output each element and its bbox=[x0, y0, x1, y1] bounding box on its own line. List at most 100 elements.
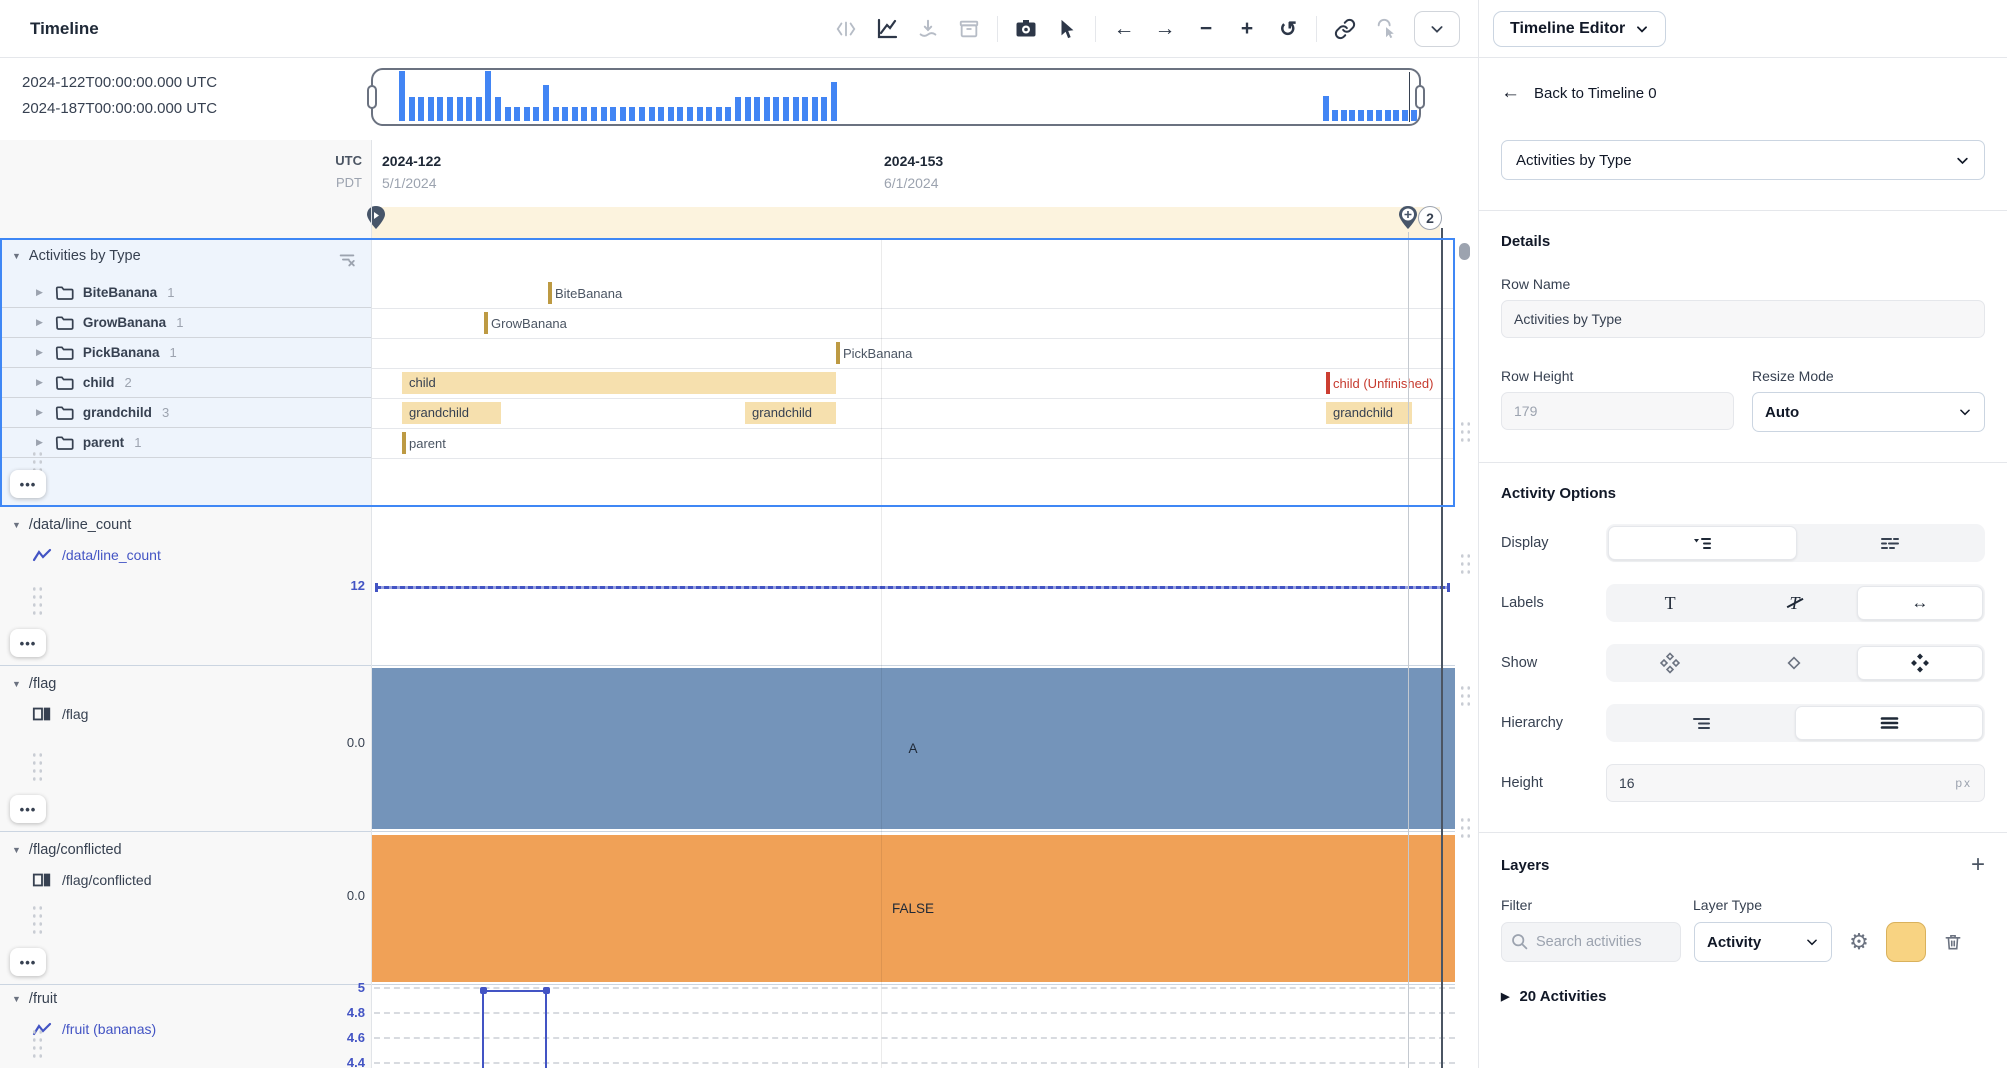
pointer-icon[interactable] bbox=[1054, 16, 1080, 42]
layer-item[interactable]: /flag bbox=[32, 706, 88, 722]
activity-directive-PickBanana[interactable] bbox=[836, 342, 840, 364]
activities-chart[interactable]: BiteBananaGrowBananaPickBananachildchild… bbox=[371, 238, 1455, 506]
labels-text-option[interactable]: T bbox=[1608, 586, 1732, 620]
tree-item-BiteBanana[interactable]: ▶BiteBanana1 bbox=[0, 278, 371, 308]
activity-span-grandchild[interactable]: grandchild bbox=[745, 402, 836, 424]
show-both-option[interactable] bbox=[1857, 646, 1983, 680]
expand-caret-icon[interactable]: ▶ bbox=[36, 347, 43, 358]
row-menu-button[interactable]: ••• bbox=[10, 948, 46, 976]
row-resize-handle[interactable] bbox=[1459, 420, 1472, 446]
pan-left-icon[interactable]: ← bbox=[1111, 16, 1137, 42]
add-layer-button[interactable]: + bbox=[1971, 855, 1985, 875]
row-drag-handle[interactable] bbox=[31, 1028, 44, 1062]
activity-height-input[interactable] bbox=[1619, 775, 1679, 791]
row-resize-handle[interactable] bbox=[1459, 552, 1472, 578]
fruit-chart[interactable] bbox=[371, 985, 1455, 1068]
edit-chart-icon[interactable] bbox=[874, 16, 900, 42]
camera-icon[interactable] bbox=[1013, 16, 1039, 42]
expand-caret-icon[interactable]: ▶ bbox=[36, 287, 43, 298]
timeline-row-line-count[interactable]: ▼ /data/line_count /data/line_count 12 •… bbox=[0, 507, 1455, 666]
tree-item-GrowBanana[interactable]: ▶GrowBanana1 bbox=[0, 308, 371, 338]
row-select[interactable]: Activities by Type bbox=[1501, 140, 1985, 180]
row-header[interactable]: ▼ Activities by Type bbox=[12, 248, 141, 264]
activity-directive-GrowBanana[interactable] bbox=[484, 312, 488, 334]
labels-no-text-option[interactable]: T bbox=[1732, 586, 1856, 620]
zoom-out-icon[interactable]: − bbox=[1193, 16, 1219, 42]
line-count-chart[interactable] bbox=[371, 507, 1455, 665]
activities-tree-toggle[interactable]: ▶ 20 Activities bbox=[1501, 988, 1985, 1005]
zoom-in-icon[interactable]: + bbox=[1234, 16, 1260, 42]
activity-directive-child (Unfinished)[interactable] bbox=[1326, 372, 1330, 394]
tree-item-parent[interactable]: ▶parent1 bbox=[0, 428, 371, 458]
layer-type-select[interactable]: Activity bbox=[1694, 922, 1832, 962]
row-drag-handle[interactable] bbox=[31, 585, 44, 619]
reset-view-icon[interactable]: ↺ bbox=[1275, 16, 1301, 42]
row-name-input[interactable] bbox=[1501, 300, 1985, 338]
row-header[interactable]: ▼ /flag bbox=[12, 676, 56, 692]
activity-directive-parent[interactable] bbox=[402, 432, 406, 454]
row-menu-button[interactable]: ••• bbox=[10, 629, 46, 657]
collapse-caret-icon[interactable]: ▼ bbox=[12, 520, 21, 530]
row-height-input[interactable] bbox=[1501, 392, 1734, 430]
flag-conflicted-chart[interactable]: FALSE bbox=[371, 832, 1455, 984]
minimap-right-handle[interactable] bbox=[1415, 85, 1425, 109]
code-view-icon[interactable] bbox=[833, 16, 859, 42]
row-menu-button[interactable]: ••• bbox=[10, 470, 46, 498]
expand-caret-icon[interactable]: ▶ bbox=[36, 377, 43, 388]
tree-item-PickBanana[interactable]: ▶PickBanana1 bbox=[0, 338, 371, 368]
show-spans-option[interactable] bbox=[1732, 646, 1856, 680]
flag-chart[interactable]: A bbox=[371, 666, 1455, 831]
layer-item[interactable]: /data/line_count bbox=[32, 547, 161, 563]
row-menu-button[interactable]: ••• bbox=[10, 795, 46, 823]
expand-caret-icon[interactable]: ▶ bbox=[36, 317, 43, 328]
display-compact-option[interactable] bbox=[1608, 526, 1797, 560]
unlink-cursor-icon[interactable] bbox=[1373, 16, 1399, 42]
activity-directive-BiteBanana[interactable] bbox=[548, 282, 552, 304]
cursor-line-primary[interactable] bbox=[1441, 228, 1443, 1068]
activity-span-grandchild[interactable]: grandchild bbox=[402, 402, 501, 424]
download-chart-icon[interactable] bbox=[915, 16, 941, 42]
expand-caret-icon[interactable]: ▶ bbox=[36, 407, 43, 418]
hierarchy-nested-option[interactable] bbox=[1608, 706, 1795, 740]
minimap-brush[interactable] bbox=[371, 68, 1421, 126]
layer-color-swatch[interactable] bbox=[1886, 922, 1926, 962]
activity-span-grandchild[interactable]: grandchild bbox=[1326, 402, 1412, 424]
layer-item[interactable]: /flag/conflicted bbox=[32, 872, 152, 888]
vertical-scrollbar-thumb[interactable] bbox=[1459, 243, 1470, 260]
marker-count-badge[interactable]: 2 bbox=[1418, 206, 1442, 230]
show-directives-option[interactable] bbox=[1608, 646, 1732, 680]
link-cursor-icon[interactable] bbox=[1332, 16, 1358, 42]
resize-mode-select[interactable]: Auto bbox=[1752, 392, 1985, 432]
row-resize-handle[interactable] bbox=[1459, 684, 1472, 710]
row-drag-handle[interactable] bbox=[31, 751, 44, 785]
marker-band[interactable]: 2 bbox=[371, 207, 1440, 238]
minimap-window-edge[interactable] bbox=[1409, 72, 1410, 122]
timeline-row-flag-conflicted[interactable]: ▼ /flag/conflicted /flag/conflicted 0.0 … bbox=[0, 832, 1455, 985]
state-band-FALSE[interactable]: FALSE bbox=[371, 835, 1455, 982]
collapse-caret-icon[interactable]: ▼ bbox=[12, 679, 21, 689]
collapse-caret-icon[interactable]: ▼ bbox=[12, 845, 21, 855]
minimap-left-handle[interactable] bbox=[367, 85, 377, 109]
hierarchy-flat-option[interactable] bbox=[1795, 706, 1984, 740]
row-header[interactable]: ▼ /flag/conflicted bbox=[12, 842, 122, 858]
tree-item-grandchild[interactable]: ▶grandchild3 bbox=[0, 398, 371, 428]
timeline-row-fruit[interactable]: ▼ /fruit /fruit (bananas) 54.84.64.4 bbox=[0, 985, 1455, 1068]
pan-right-icon[interactable]: → bbox=[1152, 16, 1178, 42]
layer-settings-button[interactable]: ⚙ bbox=[1845, 928, 1873, 956]
row-resize-handle[interactable] bbox=[1459, 816, 1472, 842]
expand-caret-icon[interactable]: ▶ bbox=[36, 437, 43, 448]
toolbar-expand-button[interactable] bbox=[1414, 11, 1460, 47]
labels-fit-option[interactable]: ↔ bbox=[1857, 586, 1983, 620]
collapse-caret-icon[interactable]: ▼ bbox=[12, 994, 21, 1004]
time-pin-icon[interactable] bbox=[365, 205, 387, 238]
row-drag-handle[interactable] bbox=[31, 904, 44, 938]
row-header[interactable]: ▼ /data/line_count bbox=[12, 517, 131, 533]
activity-span-child[interactable]: child bbox=[402, 372, 836, 394]
row-header[interactable]: ▼ /fruit bbox=[12, 991, 57, 1007]
archive-chart-icon[interactable] bbox=[956, 16, 982, 42]
timeline-row-flag[interactable]: ▼ /flag /flag 0.0 ••• A bbox=[0, 666, 1455, 832]
state-band-A[interactable]: A bbox=[371, 668, 1455, 829]
tree-item-child[interactable]: ▶child2 bbox=[0, 368, 371, 398]
layer-item[interactable]: /fruit (bananas) bbox=[32, 1021, 156, 1037]
timeline-row-activities-by-type[interactable]: ▼ Activities by Type ▶BiteBanana1▶GrowBa… bbox=[0, 238, 1455, 507]
